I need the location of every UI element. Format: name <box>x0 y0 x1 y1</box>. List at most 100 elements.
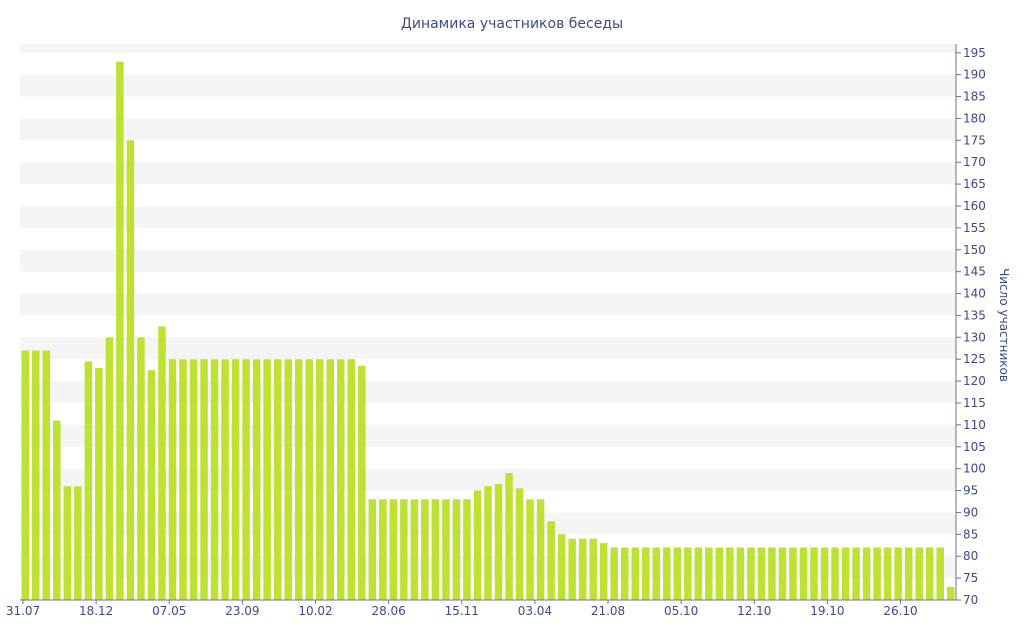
bar <box>894 547 902 600</box>
grid-band <box>20 337 956 360</box>
bar <box>221 359 229 600</box>
y-tick-label: 185 <box>963 90 986 104</box>
y-tick-label: 175 <box>963 133 986 147</box>
bar <box>368 499 377 600</box>
y-tick-label: 145 <box>963 265 986 279</box>
y-tick-label: 170 <box>963 155 986 169</box>
bar <box>137 337 145 600</box>
bar <box>757 547 766 600</box>
bar <box>715 547 724 600</box>
bar <box>284 359 292 600</box>
bar <box>620 547 629 600</box>
bars <box>21 61 955 601</box>
bar <box>810 547 818 600</box>
bar <box>158 326 166 600</box>
bar <box>126 140 135 601</box>
y-tick-label: 85 <box>963 527 978 541</box>
y-axis-label: Число участников <box>997 268 1011 382</box>
x-tick-label: 03.04 <box>518 604 552 618</box>
bar <box>610 547 618 600</box>
bar <box>168 359 177 600</box>
y-tick-label: 155 <box>963 221 986 235</box>
grid-band <box>20 74 956 97</box>
x-tick-label: 10.02 <box>298 604 332 618</box>
bar <box>147 370 156 600</box>
x-axis: 31.07 18.12 07.05 23.09 10.02 28.06 15.11 03.04… <box>6 599 956 618</box>
bar <box>32 350 40 600</box>
bar <box>95 367 103 600</box>
bar <box>494 483 503 600</box>
x-tick-label: 15.11 <box>445 604 479 618</box>
bar <box>252 359 261 600</box>
bar <box>526 499 534 600</box>
bar <box>883 547 892 600</box>
bar <box>557 534 566 600</box>
x-tick-label: 12.10 <box>737 604 771 618</box>
grid-band <box>20 205 956 228</box>
x-tick-label: 05.10 <box>664 604 698 618</box>
bar <box>358 365 366 600</box>
bar <box>789 547 797 600</box>
bar <box>452 499 461 600</box>
x-tick-label: 18.12 <box>79 604 113 618</box>
bar <box>74 486 82 600</box>
bar <box>273 359 282 600</box>
bar <box>578 538 587 600</box>
y-tick-label: 135 <box>963 308 986 322</box>
bar <box>852 547 860 600</box>
y-tick-label: 140 <box>963 287 986 301</box>
grid-bands <box>20 44 956 579</box>
bar <box>337 359 345 600</box>
bar <box>431 499 440 600</box>
bar <box>831 547 839 600</box>
bar <box>200 359 208 600</box>
y-axis: 70 75 80 85 90 95 100 105 110 115 120 125 130 135 140 1… <box>955 44 986 607</box>
y-tick-label: 160 <box>963 199 986 213</box>
bar <box>599 543 608 600</box>
bar <box>53 420 61 600</box>
bar <box>473 490 482 600</box>
bar <box>463 499 471 600</box>
y-tick-label: 75 <box>963 571 978 585</box>
x-tick-label: 21.08 <box>591 604 625 618</box>
y-tick-label: 130 <box>963 330 986 344</box>
bar <box>536 499 545 600</box>
y-tick-label: 150 <box>963 243 986 257</box>
bar <box>484 486 492 600</box>
bar <box>389 499 398 600</box>
bar <box>231 359 240 600</box>
bar <box>379 499 387 600</box>
bar <box>589 538 597 600</box>
y-tick-label: 70 <box>963 593 978 607</box>
y-tick-label: 165 <box>963 177 986 191</box>
bar <box>694 547 703 600</box>
bar <box>105 337 114 600</box>
bar <box>736 547 745 600</box>
bar <box>547 521 555 600</box>
bar <box>936 547 944 600</box>
bar <box>84 361 93 600</box>
bar <box>778 547 787 600</box>
bar <box>915 547 923 600</box>
bar <box>326 359 335 600</box>
y-tick-label: 100 <box>963 462 986 476</box>
chart-title: Динамика участников беседы <box>401 16 623 32</box>
grid-band <box>20 162 956 185</box>
bar <box>210 359 219 600</box>
x-tick-label: 31.07 <box>6 604 40 618</box>
bar <box>400 499 408 600</box>
grid-band <box>20 293 956 316</box>
grid-band <box>20 44 956 53</box>
bar <box>684 547 692 600</box>
bar <box>820 547 829 600</box>
y-tick-label: 190 <box>963 68 986 82</box>
bar <box>673 547 682 600</box>
y-tick-label: 105 <box>963 440 986 454</box>
y-tick-label: 195 <box>963 46 986 60</box>
y-tick-label: 110 <box>963 418 986 432</box>
bar <box>42 350 51 600</box>
y-tick-label: 90 <box>963 505 978 519</box>
bar <box>421 499 429 600</box>
bar <box>726 547 734 600</box>
